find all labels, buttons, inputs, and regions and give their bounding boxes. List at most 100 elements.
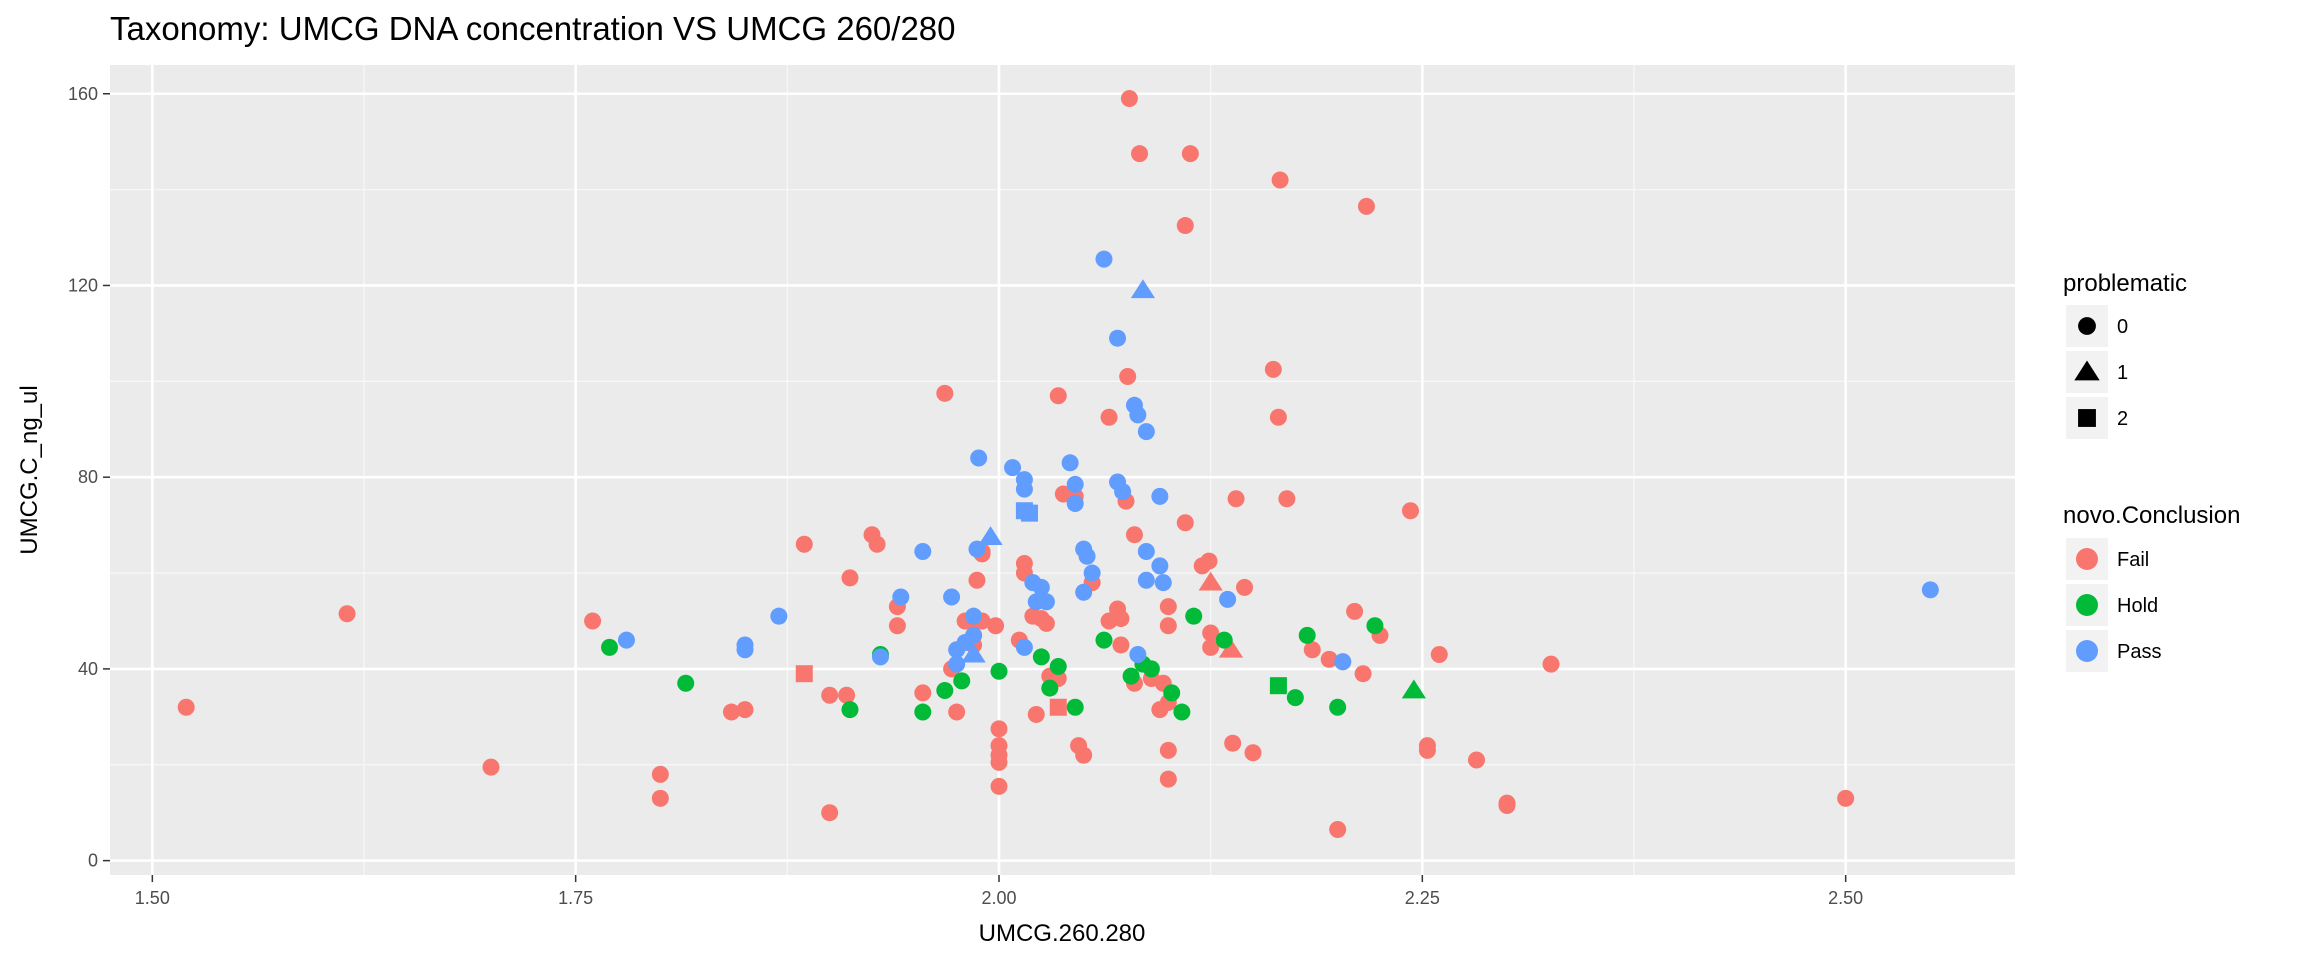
data-point-circle-pass	[1004, 459, 1022, 477]
data-point-circle-fail	[1202, 624, 1220, 642]
plot-panel	[110, 65, 2015, 875]
data-point-circle-fail	[1357, 197, 1375, 215]
data-point-circle-hold	[1215, 631, 1233, 649]
y-axis: 0 40 80 120 160	[68, 84, 110, 871]
data-point-circle-fail	[1075, 746, 1093, 764]
data-point-circle-fail	[1202, 638, 1220, 656]
data-point-triangle-fail	[1198, 571, 1223, 591]
data-point-circle-fail	[821, 804, 839, 822]
legend-key-hold	[2076, 594, 2098, 616]
data-point-circle-fail	[482, 758, 500, 776]
data-point-circle-fail	[1329, 820, 1347, 838]
data-point-circle-hold	[1286, 689, 1304, 707]
data-point-circle-fail	[1227, 490, 1245, 508]
legend-key-pass	[2076, 640, 2098, 662]
y-tick-label: 0	[88, 851, 98, 871]
legend-label: 0	[2117, 316, 2128, 338]
legend-key-fail	[2076, 548, 2098, 570]
data-point-circle-pass	[970, 449, 988, 467]
data-point-circle-hold	[1298, 626, 1316, 644]
data-point-circle-hold	[1366, 617, 1384, 635]
data-point-circle-fail	[1159, 770, 1177, 788]
data-point-square-fail	[1049, 698, 1067, 716]
data-point-circle-fail	[990, 753, 1008, 771]
data-point-circle-pass	[914, 542, 932, 560]
data-point-triangle-pass	[1130, 279, 1156, 299]
data-point-circle-pass	[1219, 590, 1237, 608]
grid-major	[110, 65, 2015, 875]
data-point-circle-fail	[1468, 751, 1486, 769]
data-point-circle-pass	[1095, 250, 1113, 268]
data-point-circle-hold	[1173, 703, 1191, 721]
data-point-circle-fail	[1125, 526, 1143, 544]
x-tick-label: 2.25	[1405, 888, 1440, 908]
data-point-circle-fail	[1236, 578, 1254, 596]
legend-label: 1	[2117, 362, 2128, 384]
data-point-circle-fail	[1176, 217, 1194, 235]
data-point-circle-pass	[1151, 557, 1169, 575]
data-point-circle-pass	[1154, 574, 1172, 592]
data-point-circle-fail	[987, 617, 1005, 635]
data-point-circle-fail	[1401, 502, 1419, 520]
data-point-circle-pass	[1114, 483, 1132, 501]
data-point-circle-pass	[1078, 547, 1096, 565]
legend-key-square	[2078, 409, 2096, 427]
data-point-circle-fail	[1112, 610, 1130, 628]
legend-novo-conclusion: novo.Conclusion Fail Hold Pass	[2063, 502, 2240, 672]
data-point-circle-fail	[821, 686, 839, 704]
data-point-circle-pass	[1137, 423, 1155, 441]
data-point-triangle-pass	[961, 643, 986, 663]
data-point-circle-fail	[1131, 145, 1149, 163]
data-point-circle-fail	[736, 701, 754, 719]
data-point-circle-fail	[1320, 650, 1338, 668]
data-point-circle-hold	[1142, 660, 1160, 678]
data-point-square-hold	[1269, 677, 1287, 695]
data-point-circle-fail	[1112, 636, 1130, 654]
data-point-circle-fail	[1120, 90, 1138, 108]
data-point-circle-hold	[953, 672, 971, 690]
data-point-circle-fail	[1418, 741, 1436, 759]
data-point-circle-pass	[948, 655, 966, 673]
legend-label: Pass	[2117, 641, 2161, 663]
data-point-circle-fail	[338, 605, 356, 623]
data-point-circle-fail	[1303, 641, 1321, 659]
data-point-circle-fail	[1837, 789, 1855, 807]
data-point-circle-hold	[1066, 698, 1084, 716]
data-point-circle-hold	[677, 674, 695, 692]
data-point-circle-fail	[1224, 734, 1242, 752]
data-point-circle-fail	[990, 720, 1008, 738]
data-point-circle-pass	[1066, 475, 1084, 493]
data-point-circle-fail	[1181, 145, 1199, 163]
data-point-circle-pass	[1109, 329, 1127, 347]
data-point-circle-fail	[1176, 514, 1194, 532]
data-point-circle-pass	[1129, 406, 1147, 424]
data-point-circle-fail	[1269, 408, 1287, 426]
data-point-circle-hold	[1095, 631, 1113, 649]
x-tick-label: 1.50	[135, 888, 170, 908]
data-point-circle-fail	[1159, 741, 1177, 759]
data-point-circle-pass	[1075, 583, 1093, 601]
data-point-circle-fail	[1244, 744, 1262, 762]
data-point-circle-fail	[795, 535, 813, 553]
data-point-circle-pass	[1037, 593, 1055, 611]
data-point-circle-pass	[965, 626, 983, 644]
data-point-circle-pass	[617, 631, 635, 649]
data-point-circle-hold	[1032, 648, 1050, 666]
data-point-circle-pass	[943, 588, 961, 606]
y-tick-label: 80	[78, 467, 98, 487]
data-point-square-fail	[795, 665, 813, 683]
y-tick-label: 120	[68, 275, 98, 295]
data-point-circle-fail	[1264, 360, 1282, 378]
x-tick-label: 2.00	[981, 888, 1016, 908]
data-point-triangle-fail	[1218, 638, 1244, 658]
data-point-circle-fail	[177, 698, 195, 716]
data-point-circle-hold	[914, 703, 932, 721]
data-point-circle-pass	[1015, 638, 1033, 656]
data-point-circle-hold	[1163, 684, 1181, 702]
y-tick-label: 160	[68, 84, 98, 104]
data-point-circle-fail	[888, 617, 906, 635]
x-tick-label: 1.75	[558, 888, 593, 908]
data-point-circle-hold	[936, 681, 954, 699]
data-point-circle-pass	[1137, 571, 1155, 589]
